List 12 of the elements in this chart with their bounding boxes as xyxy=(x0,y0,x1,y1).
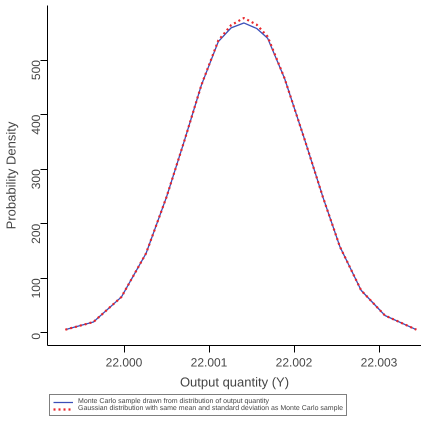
x-tick-label: 22.000 xyxy=(106,356,143,370)
y-tick-label: 0 xyxy=(29,332,43,340)
y-tick-label: 500 xyxy=(29,60,43,80)
y-tick-label: 400 xyxy=(29,114,43,135)
y-tick-label: 200 xyxy=(29,223,43,244)
y-axis-title: Probability Density xyxy=(4,121,18,230)
y-tick-label: 100 xyxy=(29,278,43,298)
x-tick-label: 22.001 xyxy=(190,356,228,370)
y-tick-label: 300 xyxy=(29,168,43,190)
x-tick-label: 22.002 xyxy=(276,356,313,370)
x-tick-label: 22.003 xyxy=(360,356,398,370)
x-axis-title: Output quantity (Y) xyxy=(180,374,290,390)
